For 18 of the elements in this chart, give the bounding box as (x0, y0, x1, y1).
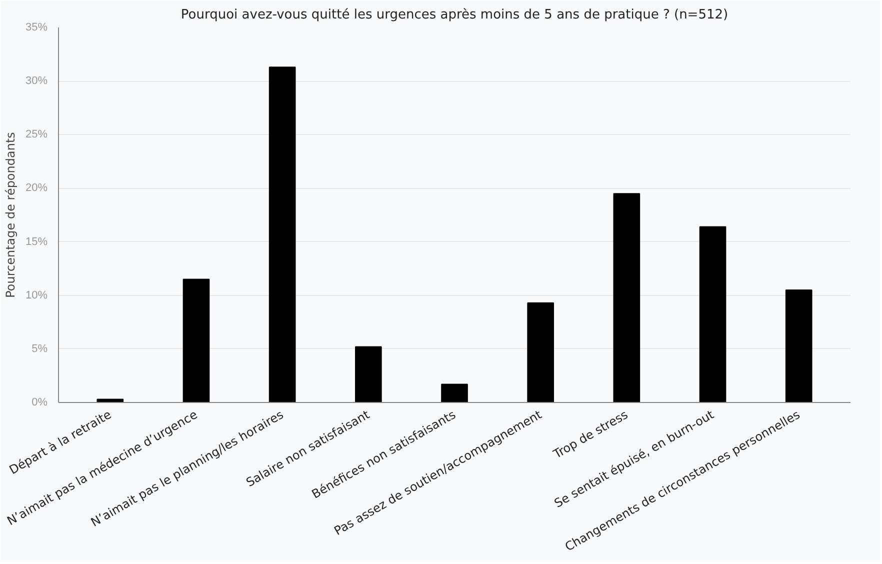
y-tick-label: 25% (25, 128, 48, 141)
bar (268, 66, 296, 402)
chart-title: Pourquoi avez-vous quitté les urgences après moins de 5 ans de pratique ? (n=512) (180, 8, 728, 22)
y-axis-title: Pourcentage de répondants (3, 132, 18, 298)
bar (699, 226, 726, 402)
y-tick-label: 15% (25, 236, 48, 248)
bar (441, 384, 468, 402)
y-tick-label: 35% (25, 22, 48, 34)
y-tick-label: 20% (25, 182, 48, 194)
y-tick-label: 30% (25, 75, 48, 88)
bar (613, 193, 640, 402)
bar (182, 278, 210, 402)
bar (785, 290, 812, 402)
bar (355, 346, 382, 402)
y-tick-label: 10% (25, 289, 48, 302)
y-tick-label: 5% (32, 342, 48, 355)
y-tick-label: 0% (32, 396, 48, 408)
bar (527, 302, 554, 402)
